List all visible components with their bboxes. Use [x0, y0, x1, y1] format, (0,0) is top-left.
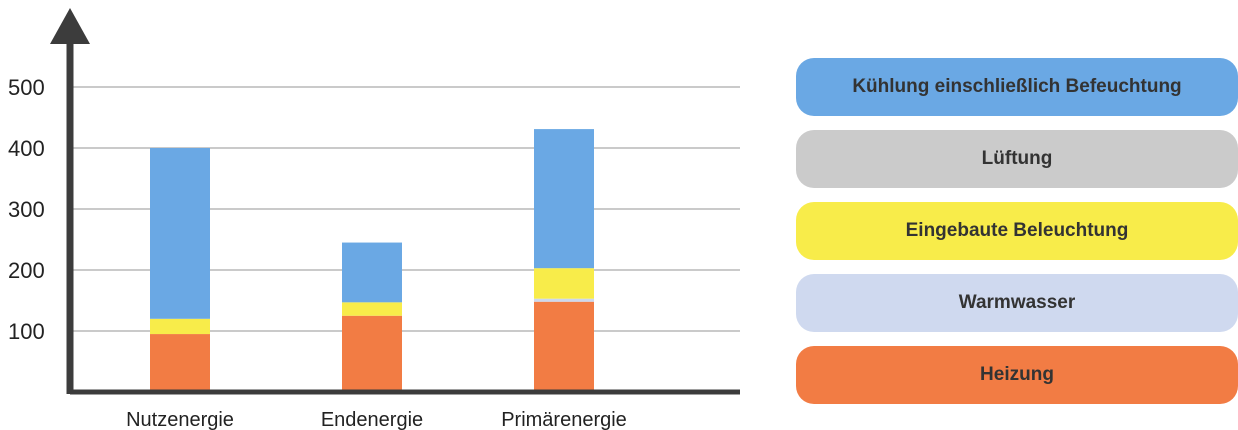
legend-item-lueftung: Lüftung: [796, 130, 1238, 188]
bar-segment-eingebaute-beleuchtung: [534, 268, 594, 299]
bar-segment-heizung: [342, 315, 402, 392]
bar-segment-k-hlung-einschlie-lich-befeuchtung: [150, 148, 210, 319]
bar-segment-heizung: [150, 334, 210, 392]
bar-segment-heizung: [534, 301, 594, 392]
legend-item-kuehlung: Kühlung einschließlich Befeuchtung: [796, 58, 1238, 116]
legend-item-beleuchtung: Eingebaute Beleuchtung: [796, 202, 1238, 260]
bar-segment-eingebaute-beleuchtung: [150, 318, 210, 335]
legend-label-beleuchtung: Eingebaute Beleuchtung: [905, 220, 1129, 241]
bar-segment-k-hlung-einschlie-lich-befeuchtung: [534, 129, 594, 269]
y-tick-label: 400: [8, 136, 45, 161]
x-category-label: Endenergie: [321, 409, 423, 430]
y-tick-label: 100: [8, 319, 45, 344]
y-tick-label: 300: [8, 197, 45, 222]
legend-item-warmwasser: Warmwasser: [796, 274, 1238, 332]
bar-segment-k-hlung-einschlie-lich-befeuchtung: [342, 242, 402, 303]
x-category-label: Primärenergie: [501, 409, 627, 430]
y-axis-arrow-icon: [50, 8, 90, 44]
y-tick-label: 200: [8, 258, 45, 283]
legend-label-lueftung: Lüftung: [981, 148, 1053, 169]
bar-segment-warmwasser: [534, 298, 594, 302]
chart-legend: Kühlung einschließlich Befeuchtung Lüftu…: [796, 58, 1238, 418]
legend-label-warmwasser: Warmwasser: [958, 292, 1076, 313]
bar-segment-eingebaute-beleuchtung: [342, 302, 402, 316]
stacked-bar-chart: 100 200 300 400 500 Nutzenergie Endenergie Prim…: [8, 8, 740, 430]
legend-label-heizung: Heizung: [980, 364, 1054, 385]
x-category-label: Nutzenergie: [126, 409, 234, 430]
y-tick-label: 500: [8, 75, 45, 100]
legend-item-heizung: Heizung: [796, 346, 1238, 404]
legend-label-kuehlung: Kühlung einschließlich Befeuchtung: [852, 76, 1182, 97]
